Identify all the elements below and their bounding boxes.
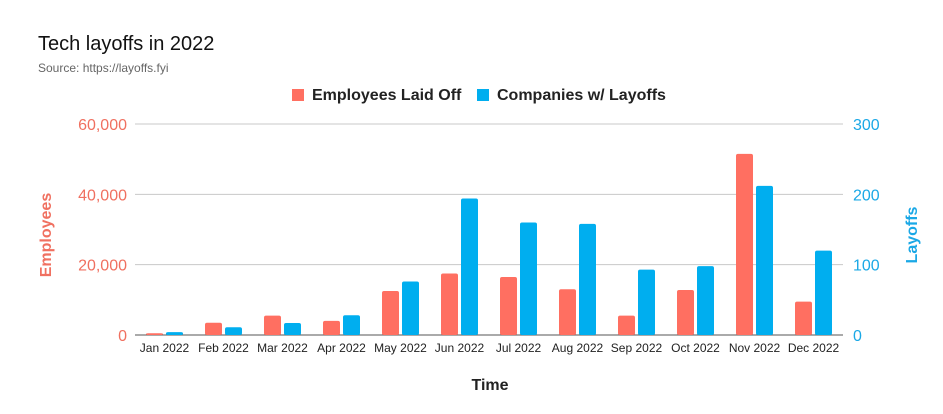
y-tick-label-left: 20,000 (78, 258, 127, 275)
x-tick-label: Apr 2022 (317, 341, 366, 355)
legend: Employees Laid Off Companies w/ Layoffs (292, 87, 666, 104)
x-tick-label: Aug 2022 (552, 341, 604, 355)
x-tick-label: Dec 2022 (788, 341, 840, 355)
x-tick-label: Jan 2022 (140, 341, 190, 355)
chart-title: Tech layoffs in 2022 (38, 33, 215, 55)
bar-companies-with-layoffs (756, 185, 773, 335)
ticks: 0 20,000 40,000 60,000 0 100 200 300 Jan 2022 Feb… (78, 117, 880, 355)
bar-employees-laid-off (736, 153, 753, 335)
y-tick-label-right: 200 (853, 187, 880, 204)
y-tick-label-left: 0 (118, 328, 127, 345)
x-tick-label: Jul 2022 (496, 341, 542, 355)
y-tick-label-left: 60,000 (78, 117, 127, 134)
gridlines (135, 123, 843, 336)
bar-employees-laid-off (559, 289, 576, 335)
x-axis-title: Time (471, 377, 508, 394)
y-tick-label-right: 100 (853, 258, 880, 275)
bar-companies-with-layoffs (520, 222, 537, 335)
bar-companies-with-layoffs (638, 269, 655, 335)
x-tick-label: Jun 2022 (435, 341, 485, 355)
legend-label-employees: Employees Laid Off (312, 87, 462, 104)
bar-employees-laid-off (618, 315, 635, 335)
x-tick-label: May 2022 (374, 341, 427, 355)
x-tick-label: Mar 2022 (257, 341, 308, 355)
bar-employees-laid-off (323, 320, 340, 335)
bar-companies-with-layoffs (697, 266, 714, 335)
legend-label-companies: Companies w/ Layoffs (497, 87, 666, 104)
x-tick-label: Feb 2022 (198, 341, 249, 355)
bar-companies-with-layoffs (815, 250, 832, 335)
x-tick-label: Sep 2022 (611, 341, 663, 355)
bar-companies-with-layoffs (461, 198, 478, 335)
bar-employees-laid-off (205, 322, 222, 335)
legend-swatch-employees (292, 89, 304, 101)
bar-companies-with-layoffs (225, 327, 242, 335)
bar-companies-with-layoffs (343, 315, 360, 335)
bar-companies-with-layoffs (402, 281, 419, 335)
bar-companies-with-layoffs (166, 332, 183, 335)
chart-source: Source: https://layoffs.fyi (38, 61, 169, 75)
y-tick-label-right: 300 (853, 117, 880, 134)
y-axis-title-right: Layoffs (904, 206, 921, 263)
bar-employees-laid-off (677, 289, 694, 335)
bar-employees-laid-off (264, 315, 281, 335)
y-tick-label-right: 0 (853, 328, 862, 345)
y-tick-label-left: 40,000 (78, 187, 127, 204)
x-tick-label: Nov 2022 (729, 341, 781, 355)
bar-employees-laid-off (382, 291, 399, 335)
bar-employees-laid-off (795, 301, 812, 335)
bar-companies-with-layoffs (284, 323, 301, 335)
y-axis-title-left: Employees (38, 193, 55, 278)
bar-employees-laid-off (500, 276, 517, 335)
bars (146, 153, 832, 335)
bar-employees-laid-off (441, 273, 458, 335)
bar-companies-with-layoffs (579, 223, 596, 335)
bar-employees-laid-off (146, 333, 163, 335)
x-tick-label: Oct 2022 (671, 341, 720, 355)
legend-swatch-companies (477, 89, 489, 101)
